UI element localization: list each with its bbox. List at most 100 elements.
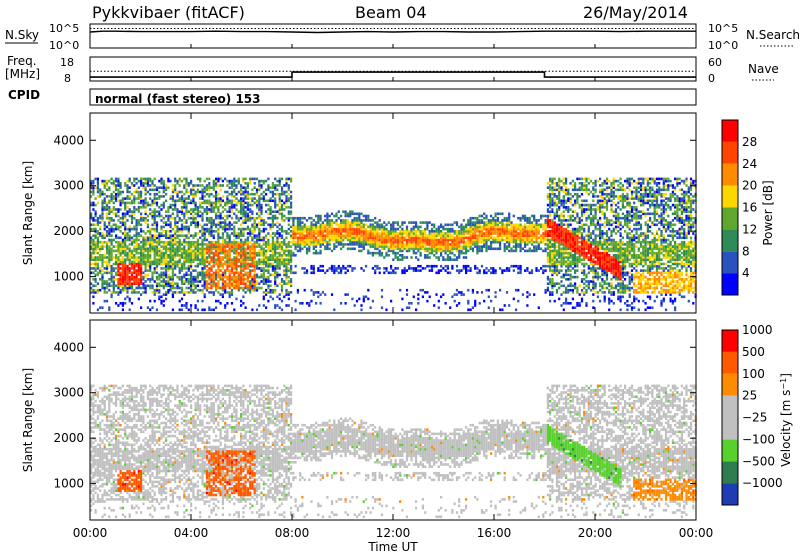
range-cell: [221, 225, 224, 229]
range-cell: [240, 275, 243, 279]
range-cell: [165, 234, 168, 237]
range-cell: [171, 293, 174, 296]
range-cell: [217, 262, 220, 266]
range-cell: [215, 214, 218, 218]
range-cell: [305, 238, 309, 242]
range-cell: [158, 295, 161, 299]
range-cell: [149, 251, 152, 255]
range-cell: [153, 245, 156, 248]
range-cell: [174, 223, 177, 227]
range-cell: [226, 302, 229, 305]
range-cell: [217, 232, 220, 235]
range-cell: [228, 245, 231, 248]
range-cell: [128, 225, 131, 229]
range-cell: [117, 260, 120, 264]
range-cell: [108, 249, 111, 253]
range-cell: [233, 260, 236, 264]
range-cell: [280, 254, 284, 257]
range-cell: [128, 278, 131, 281]
range-cell: [469, 267, 472, 270]
range-cell: [146, 230, 149, 233]
range-cell: [153, 288, 156, 292]
range-cell: [410, 245, 413, 248]
range-cell: [130, 216, 134, 220]
range-cell: [276, 203, 279, 207]
range-cell: [151, 273, 154, 277]
range-cell: [240, 201, 243, 205]
range-cell: [230, 186, 234, 189]
range-cell: [103, 225, 106, 229]
range-cell: [480, 247, 484, 251]
range-cell: [105, 262, 109, 266]
range-cell: [271, 184, 274, 187]
range-cell: [160, 267, 163, 270]
range-cell: [330, 234, 334, 237]
range-cell: [283, 240, 286, 244]
range-cell: [358, 227, 361, 231]
range-cell: [269, 280, 272, 283]
range-cell: [171, 199, 174, 203]
range-cell: [385, 223, 388, 227]
range-cell: [396, 234, 399, 237]
range-cell: [474, 232, 477, 235]
range-cell: [280, 280, 284, 283]
range-cell: [244, 227, 247, 231]
range-cell: [421, 240, 424, 244]
range-cell: [326, 245, 329, 248]
range-cell: [194, 232, 197, 235]
range-cell: [228, 293, 231, 296]
range-cell: [121, 264, 124, 268]
range-cell: [380, 243, 384, 246]
range-cell: [271, 247, 274, 251]
range-cell: [249, 201, 252, 205]
range-cell: [276, 192, 279, 196]
range-cell: [274, 273, 277, 277]
range-cell: [135, 271, 138, 275]
range-cell: [201, 275, 204, 279]
range-cell: [285, 247, 288, 251]
range-cell: [326, 223, 329, 227]
range-cell: [440, 232, 443, 235]
range-cell: [508, 232, 511, 235]
range-cell: [235, 286, 238, 290]
range-cell: [101, 280, 104, 283]
range-cell: [235, 236, 238, 240]
range-cell: [135, 251, 138, 255]
range-cell: [137, 256, 140, 259]
range-cell: [476, 223, 479, 227]
range-cell: [308, 234, 311, 237]
range-cell: [180, 190, 184, 194]
range-cell: [524, 269, 527, 272]
range-cell: [546, 264, 549, 268]
range-cell: [233, 227, 236, 231]
range-cell: [294, 234, 297, 237]
range-cell: [233, 264, 236, 268]
range-cell: [219, 221, 222, 224]
range-cell: [412, 234, 415, 237]
range-cell: [221, 284, 224, 288]
range-cell: [526, 232, 529, 235]
range-cell: [449, 223, 452, 227]
range-cell: [267, 203, 270, 207]
range-cell: [415, 223, 418, 227]
range-cell: [401, 221, 404, 224]
range-cell: [380, 254, 384, 257]
range-cell: [549, 230, 552, 233]
range-cell: [253, 219, 256, 222]
range-cell: [190, 210, 193, 213]
range-cell: [480, 225, 484, 229]
range-cell: [178, 256, 181, 259]
range-cell: [194, 269, 197, 272]
range-cell: [426, 234, 429, 237]
range-cell: [360, 219, 363, 222]
range-cell: [274, 264, 277, 268]
range-cell: [358, 223, 361, 227]
range-cell: [549, 251, 552, 255]
range-cell: [226, 232, 229, 235]
freq-tick-right-bottom: 0: [708, 72, 715, 85]
range-cell: [249, 230, 252, 233]
range-cell: [183, 216, 186, 220]
range-cell: [162, 251, 165, 255]
range-cell: [217, 284, 220, 288]
range-cell: [524, 223, 527, 227]
